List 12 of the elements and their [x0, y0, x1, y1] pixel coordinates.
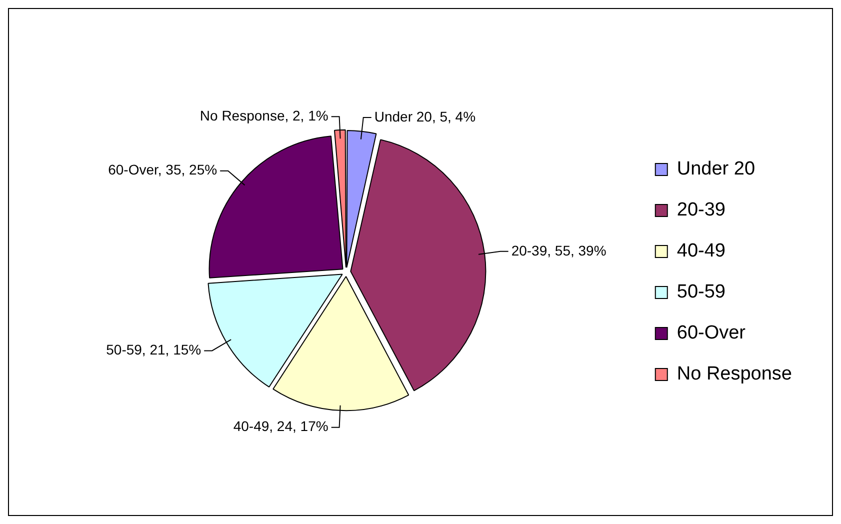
- data-label: Under 20, 5, 4%: [374, 108, 476, 124]
- data-label: 20-39, 55, 39%: [511, 242, 606, 258]
- data-label: 50-59, 21, 15%: [106, 342, 202, 358]
- legend-label: 60-Over: [676, 322, 746, 344]
- legend-label: No Response: [676, 364, 792, 385]
- legend-label: 20-39: [676, 200, 726, 221]
- legend-label: 50-59: [676, 282, 726, 303]
- data-label: No Response, 2, 1%: [200, 108, 328, 124]
- legend-label: 40-49: [676, 240, 726, 262]
- data-label: 40-49, 24, 17%: [233, 418, 328, 434]
- legend-label: Under 20: [676, 158, 756, 180]
- data-label: 60-Over, 35, 25%: [108, 162, 218, 178]
